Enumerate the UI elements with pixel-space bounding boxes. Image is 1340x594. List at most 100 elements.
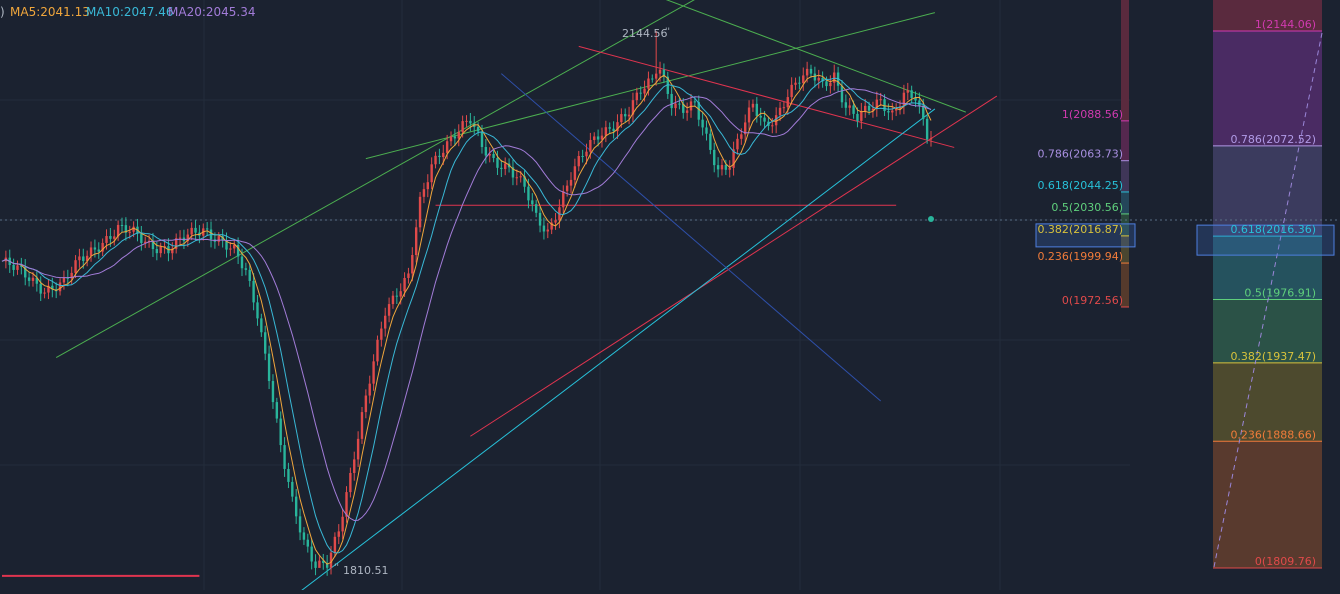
candle-body-88 <box>341 516 344 532</box>
candle-body-191 <box>740 134 743 139</box>
candle-body-138 <box>534 204 538 213</box>
fib-inner-label-2: 0.786(2063.73) <box>1037 148 1123 161</box>
fibonacci-retracement-outer[interactable]: 1(2144.06) 0.786(2072.52) 0.618(2016.36) 0.… <box>1196 0 1335 569</box>
candle-body-233 <box>902 92 906 107</box>
candle-body-165 <box>639 92 642 94</box>
candle-body-155 <box>600 135 604 140</box>
candle-body-160 <box>620 114 623 123</box>
candle-body-9 <box>35 277 39 284</box>
candle-body-126 <box>488 154 491 156</box>
candle-body-39 <box>151 240 155 250</box>
candle-body-33 <box>128 231 131 233</box>
candle-body-223 <box>863 105 867 111</box>
candlesticks <box>4 31 933 576</box>
candle-body-36 <box>140 233 143 243</box>
fib-outer-band-2 <box>1213 236 1322 300</box>
candle-body-177 <box>685 110 689 113</box>
legend-ma20: MA20:2045.34 <box>168 5 256 19</box>
candle-body-190 <box>736 138 739 150</box>
legend-ma10: MA10:2047.46 <box>86 5 174 19</box>
candle-body-84 <box>325 563 329 568</box>
candle-body-104 <box>403 277 406 292</box>
candle-body-71 <box>275 402 279 419</box>
candle-body-176 <box>682 103 685 113</box>
candle-body-83 <box>322 560 325 564</box>
candle-body-4 <box>16 265 19 270</box>
candle-body-133 <box>515 177 519 179</box>
candle-body-210 <box>813 73 817 81</box>
candle-body-229 <box>887 111 890 113</box>
candle-body-149 <box>577 156 580 167</box>
candle-body-95 <box>368 383 371 396</box>
candle-body-171 <box>662 69 666 77</box>
fib-inner-band-2 <box>1121 160 1129 192</box>
fib-outer-selected-box <box>1196 224 1335 256</box>
candle-body-90 <box>349 472 352 493</box>
candle-body-172 <box>666 76 669 94</box>
candle-body-234 <box>906 90 909 93</box>
fib-outer-label-2: 0.618(2016.36) <box>1230 223 1316 236</box>
candle-body-85 <box>329 552 333 568</box>
candle-body-3 <box>12 264 15 270</box>
candle-body-197 <box>763 117 766 122</box>
candle-body-228 <box>883 99 886 112</box>
candle-body-166 <box>643 88 646 94</box>
candle-body-194 <box>751 103 755 108</box>
fib-inner-label-4: 0.5(2030.56) <box>1051 201 1123 214</box>
fib-outer-diagonal <box>1213 32 1323 568</box>
candle-body-146 <box>565 185 569 192</box>
candle-body-113 <box>438 155 441 158</box>
candle-body-153 <box>593 136 596 141</box>
candle-body-158 <box>612 128 615 132</box>
fib-inner-band-0 <box>1121 0 1129 121</box>
candle-body-174 <box>674 103 677 109</box>
candle-body-222 <box>860 110 863 121</box>
candle-body-26 <box>101 242 104 252</box>
fib-outer-band-0 <box>1213 31 1322 146</box>
candle-body-162 <box>627 114 631 117</box>
candle-body-65 <box>252 280 255 303</box>
candle-body-203 <box>786 97 789 108</box>
candle-body-102 <box>395 295 399 297</box>
candle-body-60 <box>233 244 236 249</box>
candle-body-31 <box>120 224 124 226</box>
candle-body-24 <box>93 247 97 250</box>
candle-body-92 <box>356 438 360 460</box>
candle-body-216 <box>836 72 840 86</box>
candle-body-69 <box>267 353 271 382</box>
candle-body-213 <box>825 81 828 87</box>
candle-body-154 <box>596 136 600 140</box>
candle-body-40 <box>155 249 159 254</box>
candle-body-67 <box>260 318 263 333</box>
candle-body-112 <box>434 155 437 165</box>
candle-body-209 <box>809 68 813 74</box>
candle-body-199 <box>771 125 774 127</box>
candle-body-44 <box>171 248 174 254</box>
fibonacci-retracement-inner[interactable]: 1.618(2180.24)1(2088.56)0.786(2063.73)0.… <box>1035 0 1136 308</box>
candle-body-18 <box>70 272 73 279</box>
candle-body-221 <box>856 113 859 121</box>
candle-body-25 <box>97 249 100 252</box>
candle-body-5 <box>20 265 23 267</box>
trendlines[interactable] <box>2 0 998 594</box>
fib-inner-band-3 <box>1121 191 1129 214</box>
candle-body-96 <box>372 361 375 384</box>
candle-body-186 <box>720 165 724 170</box>
candle-body-16 <box>62 277 66 283</box>
candle-body-111 <box>430 164 433 183</box>
fib-outer-label-4: 0.382(1937.47) <box>1230 350 1316 363</box>
candle-body-135 <box>523 176 526 187</box>
candle-body-34 <box>132 226 135 232</box>
candle-body-169 <box>654 73 658 79</box>
candle-body-77 <box>298 516 302 533</box>
candle-body-128 <box>496 157 499 168</box>
candle-body-20 <box>78 256 81 261</box>
candle-body-164 <box>635 92 639 101</box>
candle-body-184 <box>713 149 716 166</box>
candle-body-108 <box>418 196 422 228</box>
candle-body-107 <box>414 227 418 256</box>
candle-body-205 <box>794 82 797 85</box>
candle-body-227 <box>879 99 882 101</box>
